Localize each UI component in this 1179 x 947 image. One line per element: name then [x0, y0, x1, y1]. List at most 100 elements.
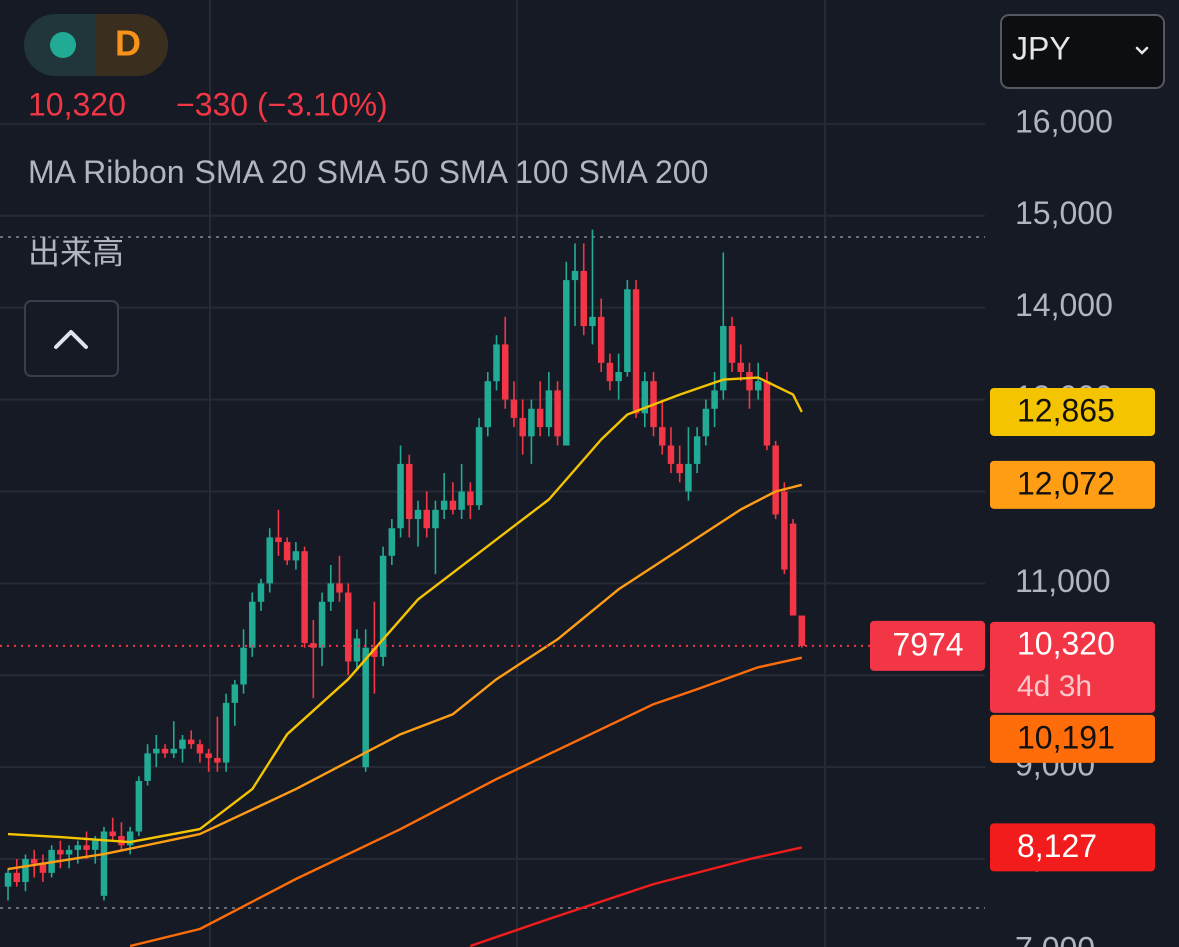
candle-body	[179, 739, 186, 749]
last-price: 10,320	[28, 86, 126, 122]
candle-body	[310, 643, 317, 648]
candle-body	[371, 647, 378, 657]
candle-body	[318, 601, 326, 648]
candle-body	[205, 753, 212, 758]
candle-body	[563, 280, 570, 446]
candle-body	[658, 427, 666, 446]
candle-body	[275, 537, 282, 543]
last-price-label: 10,320	[1017, 625, 1115, 661]
candle-body	[781, 491, 788, 570]
candle-body	[283, 542, 291, 561]
candle-body	[214, 757, 221, 763]
candle-body	[528, 408, 535, 437]
sma-line	[7, 376, 803, 844]
interval-pill	[96, 14, 168, 76]
sma-line	[7, 483, 803, 871]
status-dot	[50, 32, 76, 58]
candle-body	[4, 872, 12, 887]
candle-body	[571, 270, 579, 281]
volume-label: 出来高	[28, 234, 124, 270]
header: D 10,320 −330 (−3.10%) MA Ribbon SMA 20 SM…	[24, 14, 1165, 377]
candle-body	[13, 872, 20, 883]
sma-badge-label: 8,127	[1017, 828, 1097, 864]
candle-body	[126, 831, 134, 846]
candle-body	[196, 744, 204, 754]
countdown: 4d 3h	[1017, 670, 1092, 703]
candle-body	[432, 509, 439, 529]
candle-body	[406, 463, 413, 520]
collapse-button[interactable]	[24, 300, 119, 377]
sma-badge-label: 10,191	[1017, 719, 1115, 755]
candle-body	[327, 583, 335, 602]
currency-select-box[interactable]	[1000, 14, 1165, 89]
sma-badge-label: 12,072	[1017, 465, 1115, 501]
candle-body	[379, 555, 387, 657]
side-badge-label: 7974	[892, 626, 963, 662]
candle-body	[83, 845, 90, 850]
legend-entry: SMA 200	[579, 154, 709, 190]
candle-body	[161, 748, 169, 754]
candle-body	[74, 845, 82, 850]
candle-body	[301, 551, 308, 644]
candle-body	[597, 316, 605, 363]
sma-line	[129, 656, 803, 947]
candle-body	[344, 592, 352, 662]
price-badges: 7974 12,865 12,072 10,320 4d 3h 10,191 8,127	[870, 387, 1155, 872]
candle-body	[353, 638, 361, 662]
collapse-button-box[interactable]	[24, 300, 119, 377]
candle-body	[493, 344, 500, 382]
candle-body	[763, 381, 771, 446]
candle-body	[414, 509, 422, 520]
candle-body	[57, 849, 64, 855]
candle-body	[615, 371, 622, 382]
candle-body	[144, 753, 151, 781]
candle-body	[92, 840, 99, 850]
price-change: −330 (−3.10%)	[176, 86, 388, 122]
sma-badge-label: 12,865	[1017, 392, 1115, 428]
candle-body	[153, 748, 160, 754]
currency-select[interactable]: JPY	[1000, 14, 1165, 89]
candle-body	[554, 390, 561, 437]
candle-body	[702, 408, 710, 437]
candle-body	[501, 344, 509, 400]
candle-body	[397, 463, 404, 529]
candle-body	[222, 702, 230, 763]
candle-body	[667, 445, 675, 464]
grid	[0, 0, 985, 947]
candle-body	[231, 684, 239, 703]
candle-body	[484, 381, 492, 428]
candle-body	[545, 390, 553, 428]
interval: D	[115, 23, 141, 64]
candle-body	[467, 491, 474, 506]
candle-body	[772, 445, 779, 515]
y-tick-label: 14,000	[1015, 287, 1113, 323]
candle-body	[362, 647, 369, 768]
currency: JPY	[1012, 30, 1071, 66]
candle-body	[475, 427, 483, 506]
legend-entry: SMA 100	[439, 154, 569, 190]
candle-body	[798, 615, 806, 646]
side-badge	[870, 620, 985, 671]
candle-body	[685, 463, 692, 492]
candle-body	[292, 551, 300, 561]
indicator-name: MA Ribbon	[28, 154, 185, 190]
candle-body	[449, 500, 457, 510]
candle-body	[336, 583, 343, 593]
candle-body	[187, 739, 195, 745]
candle-body	[22, 859, 29, 883]
candle-body	[510, 399, 518, 418]
candle-body	[423, 509, 430, 529]
sma-badge	[990, 387, 1155, 436]
candle-body	[109, 831, 116, 837]
plot	[0, 229, 870, 947]
candle-body	[458, 491, 465, 510]
candle-body	[676, 463, 683, 474]
candle-body	[257, 583, 265, 602]
sma-badge	[990, 460, 1155, 509]
candle-body	[39, 863, 47, 873]
chevron-up	[54, 330, 88, 349]
candle-body	[266, 537, 273, 584]
candle-body	[693, 436, 701, 464]
candle-body	[789, 523, 797, 616]
